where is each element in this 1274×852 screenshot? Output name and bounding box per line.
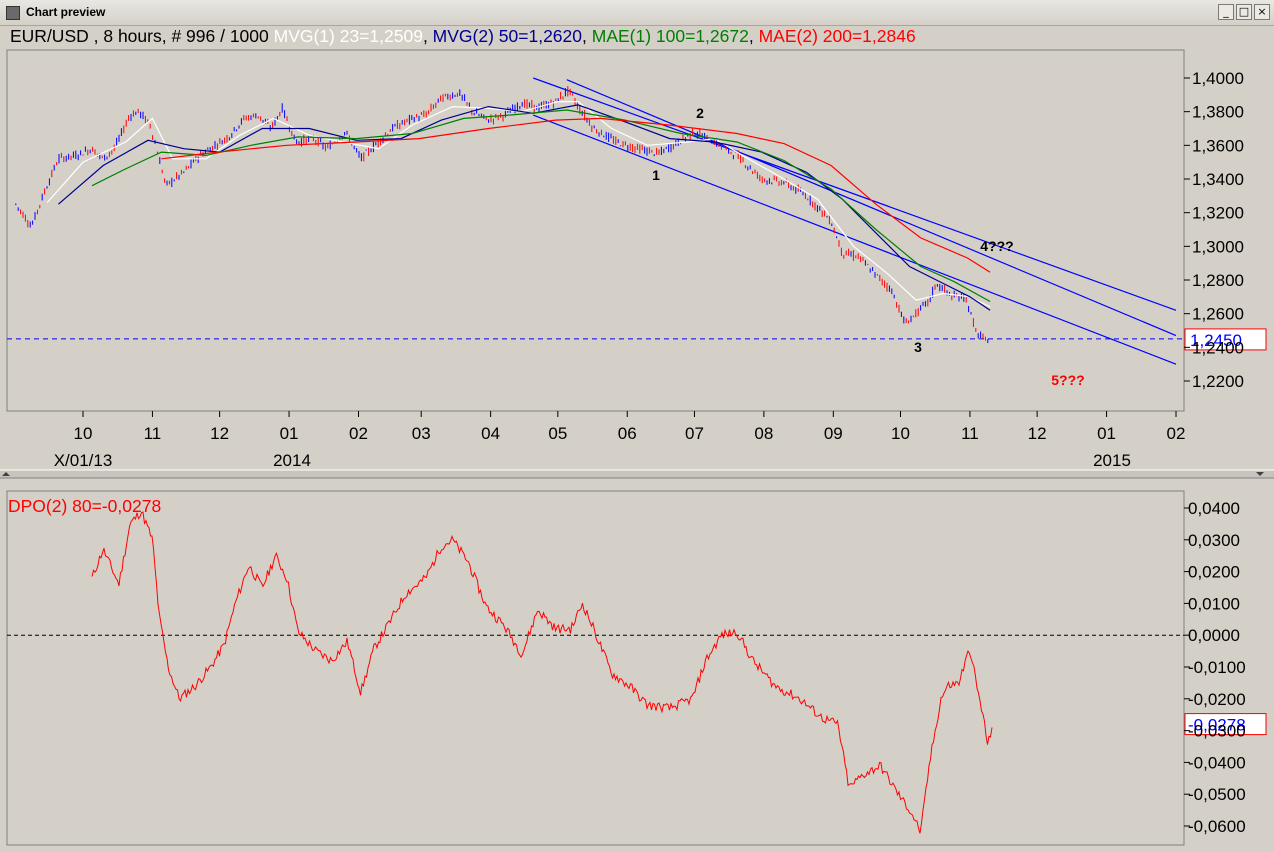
close-button[interactable]: × bbox=[1254, 4, 1270, 20]
dpo-tick-label: 0,0000 bbox=[1188, 626, 1240, 645]
window-title: Chart preview bbox=[26, 5, 106, 19]
dpo-plot: -0,0278 bbox=[7, 511, 1267, 834]
chart-header: EUR/USD , 8 hours, # 996 / 1000 MVG(1) 2… bbox=[10, 26, 916, 46]
window-titlebar: Chart preview _ □ × bbox=[0, 0, 1274, 26]
time-tick-label: 10 bbox=[74, 424, 93, 443]
time-tick-label: 09 bbox=[824, 424, 843, 443]
price-axis: 1,4000 1,3800 1,3600 1,3400 1,3200 1,3000 1,28… bbox=[1184, 69, 1244, 391]
dpo-axis: 0,0400 0,0300 0,0200 0,0100 0,0000 -0,0100 -0,… bbox=[1184, 499, 1246, 836]
ma-line-mae-1-100 bbox=[91, 109, 991, 303]
time-sublabel: 2014 bbox=[273, 451, 311, 470]
price-tick-label: 1,3200 bbox=[1192, 204, 1244, 223]
wave-label: 3 bbox=[914, 339, 922, 355]
time-tick-label: 12 bbox=[210, 424, 229, 443]
dpo-tick-label: -0,0100 bbox=[1188, 658, 1246, 677]
price-tick-label: 1,2800 bbox=[1192, 271, 1244, 290]
header-mvg1-sep: , bbox=[423, 26, 428, 46]
time-sublabel: 2015 bbox=[1093, 451, 1131, 470]
dpo-tick-label: -0,0300 bbox=[1188, 722, 1246, 741]
time-axis: 10 11 12 01 02 03 04 05 06 07 08 09 10 11 12 01 02 X/01/1… bbox=[54, 411, 1186, 470]
time-tick-label: 10 bbox=[891, 424, 910, 443]
current-price-box bbox=[1184, 328, 1267, 351]
header-mvg1: MVG(1) 23=1,2509 bbox=[269, 26, 423, 46]
time-tick-label: 03 bbox=[412, 424, 431, 443]
dpo-tick-label: 0,0100 bbox=[1188, 594, 1240, 613]
header-mvg2-sep: , bbox=[582, 26, 587, 46]
time-tick-label: 04 bbox=[481, 424, 500, 443]
price-plot: 1 2 3 4??? 5??? 1,2450 bbox=[7, 77, 1267, 388]
price-tick-label: 1,3800 bbox=[1192, 103, 1244, 122]
header-mae2: MAE(2) 200=1,2846 bbox=[754, 26, 916, 46]
wave-label: 5??? bbox=[1051, 372, 1084, 388]
splitter-collapse-up-icon[interactable] bbox=[2, 472, 10, 476]
minimize-button[interactable]: _ bbox=[1218, 4, 1234, 20]
price-tick-label: 1,3400 bbox=[1192, 170, 1244, 189]
splitter-collapse-down-icon[interactable] bbox=[1256, 472, 1264, 476]
wave-label: 4??? bbox=[980, 238, 1013, 254]
time-tick-label: 11 bbox=[961, 424, 979, 443]
channel-line bbox=[532, 77, 1177, 311]
dpo-current-label: -0,0278 bbox=[1188, 716, 1246, 735]
time-tick-label: 08 bbox=[754, 424, 773, 443]
time-sublabel: X/01/13 bbox=[54, 451, 113, 470]
channel-line bbox=[566, 79, 1177, 337]
time-tick-label: 11 bbox=[144, 424, 162, 443]
time-tick-label: 01 bbox=[280, 424, 299, 443]
price-tick-label: 1,4000 bbox=[1192, 69, 1244, 88]
price-tick-label: 1,2600 bbox=[1192, 305, 1244, 324]
header-mae1-sep: , bbox=[749, 26, 754, 46]
dpo-tick-label: 0,0300 bbox=[1188, 531, 1240, 550]
time-tick-label: 12 bbox=[1028, 424, 1047, 443]
dpo-plot-frame bbox=[6, 490, 1185, 846]
maximize-button[interactable]: □ bbox=[1236, 4, 1252, 20]
dpo-line bbox=[91, 511, 993, 834]
panel-splitter[interactable] bbox=[0, 470, 1274, 478]
price-tick-label: 1,3000 bbox=[1192, 237, 1244, 256]
dpo-tick-label: -0,0200 bbox=[1188, 690, 1246, 709]
time-tick-label: 01 bbox=[1097, 424, 1116, 443]
current-price-label: 1,2450 bbox=[1190, 331, 1242, 350]
time-tick-label: 05 bbox=[548, 424, 567, 443]
header-mae1: MAE(1) 100=1,2672 bbox=[587, 26, 749, 46]
price-tick-label: 1,3600 bbox=[1192, 136, 1244, 155]
price-tick-label: 1,2400 bbox=[1192, 338, 1244, 357]
dpo-tick-label: 0,0400 bbox=[1188, 499, 1240, 518]
wave-label: 2 bbox=[696, 105, 704, 121]
channel-line bbox=[532, 114, 1177, 365]
time-tick-label: 06 bbox=[618, 424, 637, 443]
dpo-current-box bbox=[1184, 713, 1267, 736]
time-tick-label: 07 bbox=[685, 424, 704, 443]
dpo-legend: DPO(2) 80=-0,0278 bbox=[8, 496, 161, 516]
header-mvg2: MVG(2) 50=1,2620 bbox=[428, 26, 582, 46]
dpo-tick-label: -0,0400 bbox=[1188, 753, 1246, 772]
price-tick-label: 1,2200 bbox=[1192, 372, 1244, 391]
ma-line-mvg-2-50 bbox=[58, 104, 991, 311]
price-plot-frame bbox=[6, 49, 1185, 412]
header-symbol: EUR/USD , 8 hours, # 996 / 1000 bbox=[10, 26, 269, 46]
dpo-tick-label: 0,0200 bbox=[1188, 563, 1240, 582]
time-tick-label: 02 bbox=[349, 424, 368, 443]
ma-line-mvg-1-23 bbox=[46, 101, 991, 308]
dpo-tick-label: -0,0500 bbox=[1188, 785, 1246, 804]
wave-label: 1 bbox=[652, 167, 660, 183]
app-icon bbox=[6, 6, 20, 20]
dpo-tick-label: -0,0600 bbox=[1188, 817, 1246, 836]
ma-line-mae-2-200 bbox=[161, 117, 991, 273]
time-tick-label: 02 bbox=[1167, 424, 1186, 443]
